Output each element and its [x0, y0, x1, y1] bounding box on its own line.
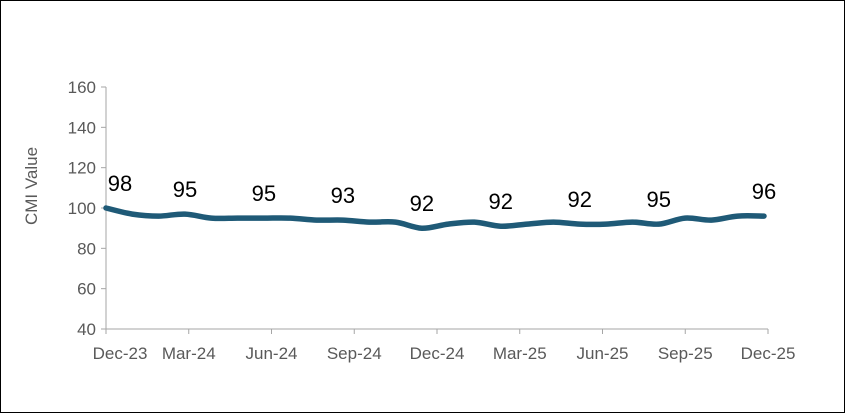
cmi-series-line: [103, 205, 767, 231]
y-tick-label: 160: [68, 78, 96, 97]
x-tick-label: Sep-25: [658, 344, 713, 363]
x-tick-label: Jun-24: [246, 344, 298, 363]
x-tick-label: Mar-25: [493, 344, 547, 363]
plot-area: 40 60 80 100 120 140 160 Dec-23 Mar-24 Jun-24 Sep-…: [68, 78, 796, 363]
data-label: 92: [410, 191, 434, 216]
x-tick-label: Sep-24: [327, 344, 382, 363]
x-tick-label: Jun-25: [577, 344, 629, 363]
x-tick-label: Mar-24: [162, 344, 216, 363]
data-label: 95: [252, 181, 276, 206]
data-label: 98: [108, 171, 132, 196]
y-tick-label: 80: [77, 239, 96, 258]
data-label: 96: [752, 179, 776, 204]
y-axis-label: CMI Value: [22, 147, 41, 225]
y-tick-label: 120: [68, 159, 96, 178]
x-tick-label: Dec-24: [410, 344, 465, 363]
y-tick-label: 60: [77, 280, 96, 299]
data-label: 95: [646, 187, 670, 212]
y-tick-label: 40: [77, 320, 96, 339]
x-tick-label: Dec-25: [741, 344, 796, 363]
data-label: 92: [489, 189, 513, 214]
data-label: 95: [173, 177, 197, 202]
data-label: 93: [331, 183, 355, 208]
y-tick-label: 100: [68, 199, 96, 218]
x-tick-label: Dec-23: [93, 344, 148, 363]
y-tick-label: 140: [68, 118, 96, 137]
data-label: 92: [568, 187, 592, 212]
